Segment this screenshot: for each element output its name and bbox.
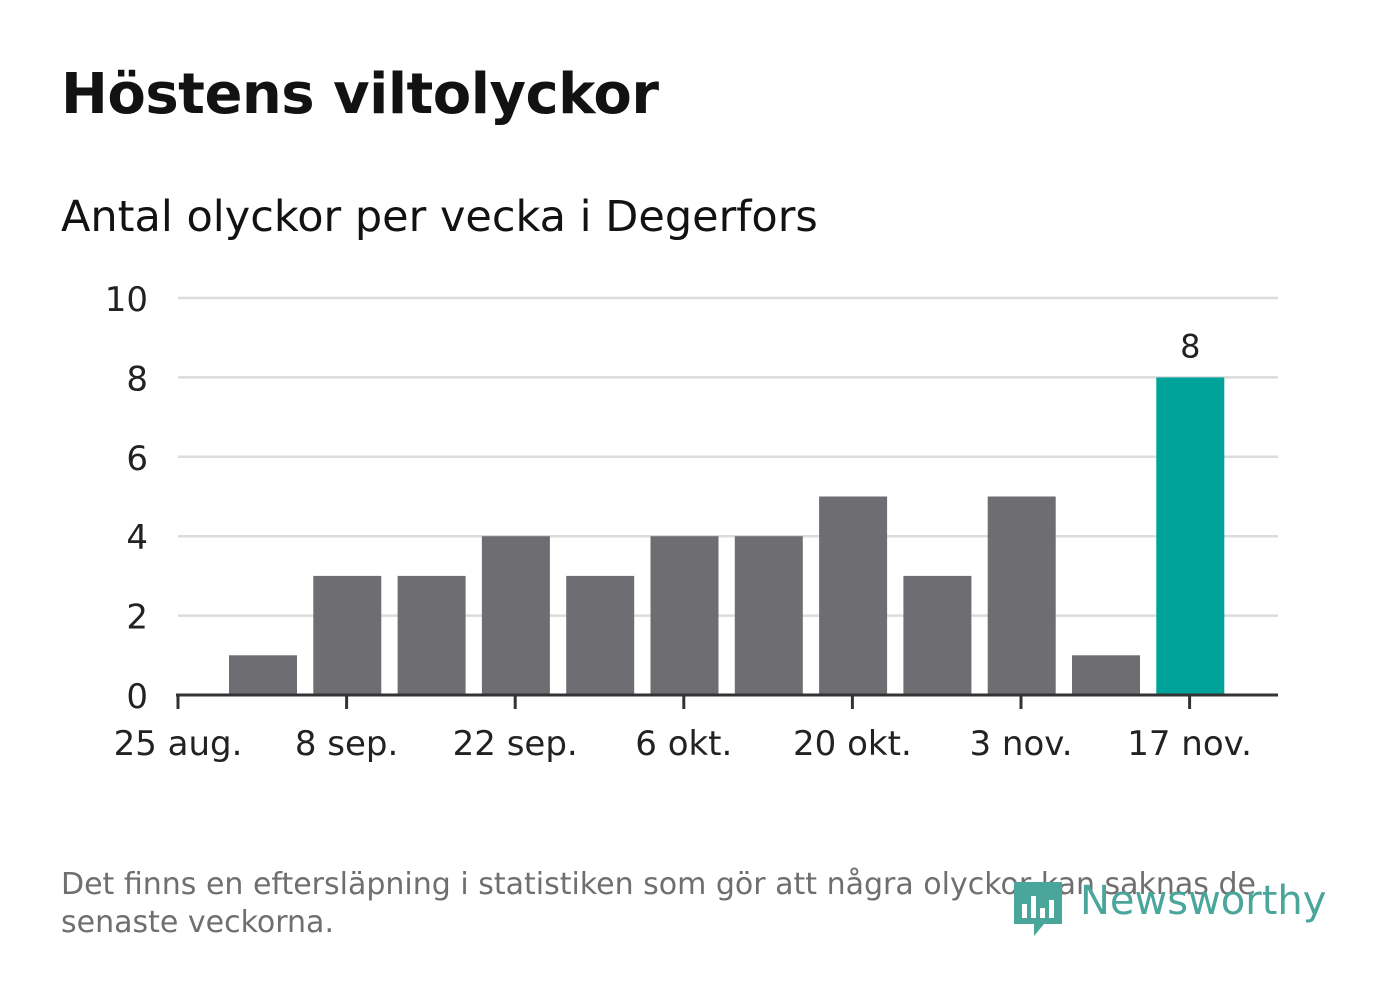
newsworthy-logo-icon <box>1014 882 1062 936</box>
x-tick-label: 17 nov. <box>1127 724 1252 764</box>
x-tick-label: 8 sep. <box>295 724 398 764</box>
y-tick-label: 8 <box>126 359 148 399</box>
bar <box>1072 655 1140 695</box>
bar <box>987 496 1056 695</box>
bar <box>566 575 635 695</box>
x-tick-label: 3 nov. <box>969 724 1072 764</box>
bar <box>229 655 297 695</box>
bar <box>734 536 803 695</box>
bar <box>650 536 719 695</box>
bar <box>481 536 550 695</box>
x-tick-label: 20 okt. <box>793 724 912 764</box>
bar <box>1156 377 1225 695</box>
chart-title: Höstens viltolyckor <box>61 62 659 127</box>
y-tick-label: 4 <box>126 518 148 558</box>
y-tick-label: 2 <box>126 598 148 638</box>
y-tick-label: 10 <box>105 280 148 320</box>
bar-chart: 0 2 4 6 8 10 8 25 aug. 8 sep. 22 sep. 6 okt. 20 okt… <box>105 280 1278 764</box>
bar <box>313 575 382 695</box>
logo-text: Newsworthy <box>1080 878 1327 924</box>
y-tick-label: 0 <box>126 677 148 717</box>
y-tick-label: 6 <box>126 439 148 479</box>
x-tick-label: 6 okt. <box>635 724 732 764</box>
x-tick-label: 25 aug. <box>114 724 243 764</box>
bar <box>397 575 466 695</box>
bar <box>819 496 888 695</box>
data-label: 8 <box>1180 327 1200 365</box>
chart-subtitle: Antal olyckor per vecka i Degerfors <box>61 192 818 242</box>
bar <box>903 575 972 695</box>
x-tick-label: 22 sep. <box>453 724 578 764</box>
